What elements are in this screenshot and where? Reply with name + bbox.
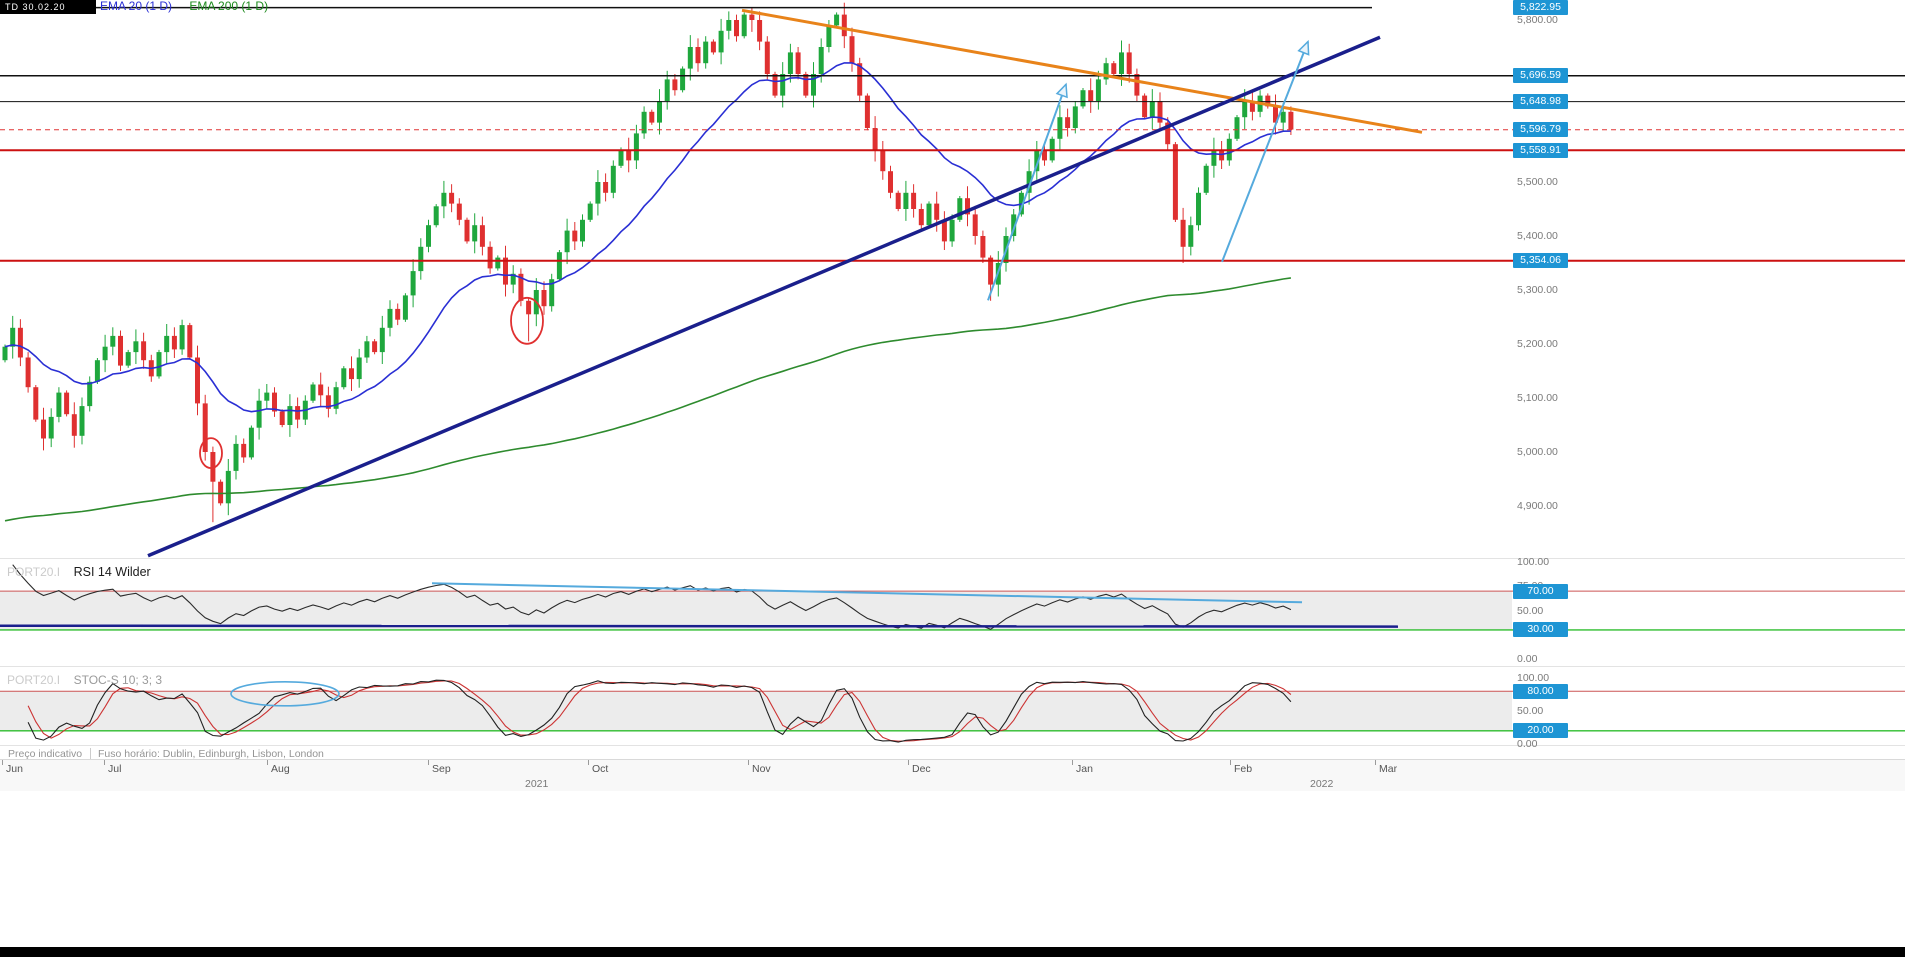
time-axis-month-label: Jan [1076, 763, 1093, 775]
time-axis-month-label: Jul [108, 763, 122, 775]
time-axis-tick [1072, 760, 1073, 765]
ascending-support-trendline[interactable] [147, 35, 1381, 558]
candles-layer [2, 2, 1294, 523]
bottom-bar [0, 947, 1905, 957]
ema20-line[interactable] [4, 62, 1291, 413]
time-axis-year-label: 2021 [525, 778, 549, 790]
stoch-band [0, 691, 1512, 731]
rsi-descending-trendline[interactable] [431, 582, 1303, 604]
panel-separator [0, 745, 1905, 746]
time-axis-month-label: Sep [432, 763, 451, 775]
redaction-text: TD 30.02.20 [5, 2, 66, 12]
drawn-arrow[interactable] [987, 82, 1068, 301]
time-axis-month-label: Aug [271, 763, 290, 775]
time-axis[interactable]: Jun Jul Aug Sep Oct Nov Dec Jan Feb Mar 2021 2022 [0, 759, 1905, 791]
time-axis-month-label: Jun [6, 763, 23, 775]
time-axis-month-label: Dec [912, 763, 931, 775]
time-axis-month-label: Nov [752, 763, 771, 775]
rsi-band [0, 591, 1512, 630]
panel-separator [0, 666, 1905, 667]
legend-ema20[interactable]: EMA 20 (1 D) [100, 0, 173, 13]
rsi-instrument-prefix: PORT20.I [7, 565, 61, 579]
time-axis-tick [748, 760, 749, 765]
stoch-panel-label: PORT20.I STOC-S 10; 3; 3 [7, 671, 162, 689]
drawn-circle[interactable] [510, 296, 544, 345]
time-axis-year-label: 2022 [1310, 778, 1334, 790]
rsi-indicator-name: RSI 14 Wilder [73, 565, 151, 579]
time-axis-tick [2, 760, 3, 765]
redaction-bar: TD 30.02.20 [0, 0, 96, 14]
indicative-price-note: Preço indicativo [8, 748, 83, 760]
footer-divider [90, 748, 91, 760]
time-axis-tick [267, 760, 268, 765]
timezone-note: Fuso horário: Dublin, Edinburgh, Lisbon,… [98, 748, 324, 760]
rsi-navy-line[interactable] [0, 624, 1399, 628]
drawn-arrow[interactable] [1221, 39, 1310, 263]
stoch-indicator-name: STOC-S 10; 3; 3 [73, 673, 163, 687]
time-axis-tick [588, 760, 589, 765]
time-axis-tick [428, 760, 429, 765]
time-axis-tick [1230, 760, 1231, 765]
time-axis-tick [104, 760, 105, 765]
time-axis-month-label: Oct [592, 763, 609, 775]
time-axis-month-label: Feb [1234, 763, 1253, 775]
drawn-circle[interactable] [199, 437, 223, 470]
stoch-k-line[interactable] [27, 679, 1292, 743]
rsi-panel-label: PORT20.I RSI 14 Wilder [7, 563, 151, 581]
time-axis-tick [908, 760, 909, 765]
descending-resistance-trendline[interactable] [741, 8, 1423, 134]
drawn-ellipse[interactable] [230, 680, 340, 707]
legend-ema200[interactable]: EMA 200 (1 D) [189, 0, 269, 13]
stoch-instrument-prefix: PORT20.I [7, 673, 61, 687]
ema200-line[interactable] [4, 277, 1292, 522]
time-axis-tick [1375, 760, 1376, 765]
panel-separator [0, 558, 1905, 559]
indicator-legend[interactable]: EMA 20 (1 D) EMA 200 (1 D) [100, 0, 282, 14]
time-axis-month-label: Mar [1379, 763, 1398, 775]
